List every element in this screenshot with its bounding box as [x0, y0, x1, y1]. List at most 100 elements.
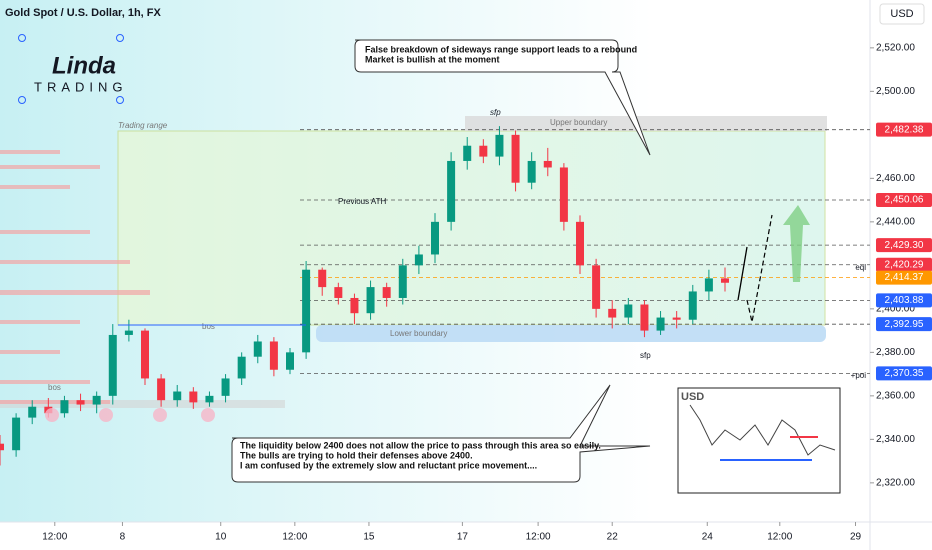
x-tick-label: 24 [702, 532, 714, 543]
candle-body [721, 278, 729, 283]
candle-body [495, 134, 504, 157]
level-badge [876, 122, 932, 137]
candle-body [414, 254, 423, 266]
candle-body [157, 378, 166, 401]
y-tick-label: 2,320.00 [876, 477, 915, 488]
candle-body [543, 160, 552, 168]
level-badge [876, 293, 932, 308]
callout-text: The liquidity below 2400 does not allow … [240, 440, 601, 450]
sweep-markers [45, 408, 215, 422]
level-badge [876, 238, 932, 253]
poi-label: +poi [851, 371, 867, 380]
candle-body [302, 269, 311, 353]
candle-body [447, 160, 456, 222]
inset-line [689, 404, 836, 456]
callout-text: Market is bullish at the moment [365, 54, 500, 64]
arrow [737, 246, 748, 301]
candle-body [173, 391, 182, 401]
candle-body [76, 400, 85, 405]
lower-label: Lower boundary [390, 329, 447, 338]
candle-body [624, 304, 633, 318]
callout-text: I am confused by the extremely slow and … [240, 460, 537, 470]
candle-body [576, 221, 584, 266]
y-tick-label: 2,500.00 [876, 86, 915, 97]
upper-box [465, 116, 827, 131]
candle-body [559, 167, 568, 222]
level-label: 2,392.95 [885, 319, 924, 330]
y-tick-label: 2,460.00 [876, 173, 915, 184]
candle-body [253, 341, 262, 357]
eql-label: eql [855, 263, 866, 272]
currency[interactable]: USD [890, 8, 913, 20]
candle-body [141, 330, 149, 379]
header: Gold Spot / U.S. Dollar, 1h, FX [5, 7, 162, 19]
level-badge [876, 192, 932, 207]
candle-body [334, 287, 343, 298]
candle-body [318, 269, 327, 288]
upper-label: Upper boundary [550, 118, 607, 127]
lower-box [316, 325, 826, 342]
level-badge [876, 270, 932, 285]
y-tick-label: 2,440.00 [876, 216, 915, 227]
candle-body [511, 134, 520, 183]
y-tick-label: 2,520.00 [876, 42, 915, 53]
candle-body [28, 406, 37, 418]
x-tick-label: 12:00 [282, 532, 307, 543]
candle-body [189, 391, 198, 403]
candle-body [640, 304, 649, 331]
y-tick-label: 2,340.00 [876, 434, 915, 445]
level-badge [876, 317, 932, 332]
candle-body [479, 145, 488, 157]
candle-body [672, 317, 681, 320]
candle-body [398, 265, 407, 298]
callout-box [231, 384, 651, 483]
inset-chart [677, 387, 841, 494]
candle-body [12, 417, 21, 451]
y-tick-label: 2,380.00 [876, 347, 915, 358]
bos-zone [0, 400, 285, 408]
level-label: 2,420.29 [885, 259, 924, 270]
candle-body [592, 265, 601, 309]
callout-text: False breakdown of sideways range suppor… [365, 44, 637, 54]
candle-body [60, 400, 69, 414]
candle-body [350, 297, 359, 314]
x-tick-label: 17 [457, 532, 469, 543]
level-label: 2,414.37 [885, 272, 924, 283]
candle-body [527, 160, 536, 183]
x-tick-label: 22 [607, 532, 619, 543]
candle-body [286, 352, 294, 370]
logo-handles [18, 34, 124, 104]
currency-box[interactable] [879, 3, 925, 25]
x-tick-label: 15 [363, 532, 375, 543]
x-tick-label: 10 [215, 532, 227, 543]
candle-body [237, 356, 246, 379]
level-label: 2,370.35 [885, 368, 924, 379]
range-label: Trading range [118, 121, 168, 130]
x-tick-label: 12:00 [526, 532, 551, 543]
candle-body [108, 334, 117, 396]
y-tick-label: 2,360.00 [876, 390, 915, 401]
level-badge [876, 257, 932, 272]
level-label: 2,450.06 [885, 195, 924, 206]
volume-profile [0, 150, 150, 404]
candle-body [463, 145, 472, 161]
logo-name: Linda [52, 52, 116, 79]
candle-body [431, 221, 439, 255]
candle-body [92, 395, 101, 405]
candle-body [704, 278, 713, 292]
bos-label: bos [202, 322, 215, 331]
sfp-bottom: sfp [640, 351, 651, 360]
level-label: 2,482.38 [885, 124, 924, 135]
candle-body [0, 443, 4, 451]
x-tick-label: 12:00 [42, 532, 67, 543]
candle-body [124, 330, 133, 335]
bull-arrow [783, 205, 810, 282]
y-tick-label: 2,400.00 [876, 303, 915, 314]
callout-text: The bulls are trying to hold their defen… [240, 450, 473, 460]
candle-body [688, 291, 697, 320]
candle-body [382, 287, 391, 298]
candle-body [269, 341, 278, 370]
level-label: 2,403.88 [885, 295, 924, 306]
ath-label: Previous ATH [338, 197, 387, 206]
